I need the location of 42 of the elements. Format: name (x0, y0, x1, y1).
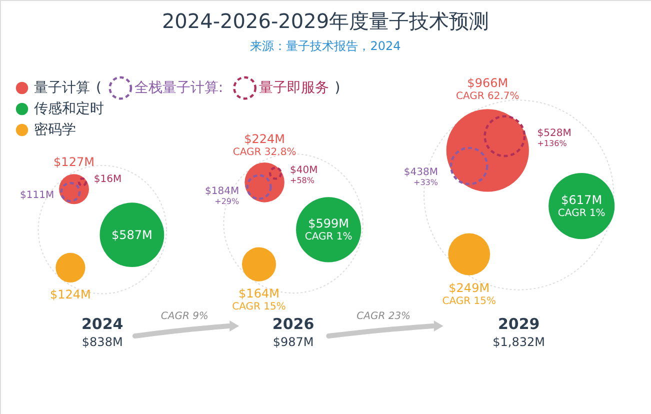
text: +33% (414, 178, 438, 188)
text: $987M (272, 335, 314, 349)
data-label: $249M (448, 280, 490, 295)
legend-label: 传感和定时 (34, 101, 104, 117)
text: 2024-2026-2029年度量子技术预测 (162, 9, 490, 33)
text: +58% (290, 176, 315, 186)
text: 来源：量子技术报告，2024 (250, 39, 401, 53)
text: +29% (214, 197, 240, 206)
text: $1,832M (492, 335, 545, 349)
text: $838M (82, 335, 123, 349)
data-label: $966M (467, 76, 508, 90)
legend-label: 全栈量子计算: (134, 80, 224, 96)
data-label: $16M (94, 174, 122, 186)
text: CAGR 15% (442, 296, 496, 307)
data-label: $124M (50, 287, 91, 302)
text: CAGR 9% (160, 311, 208, 322)
text: CAGR 15% (232, 302, 286, 313)
category-label: 2029 (498, 315, 540, 333)
data-label: $164M (238, 286, 280, 301)
text: ) (334, 80, 340, 96)
data-label: $224M (244, 132, 286, 146)
data-label: $587M (111, 228, 152, 242)
data-label: $40M (290, 165, 318, 176)
category-label: 2024 (81, 315, 124, 333)
text: CAGR 32.8% (232, 146, 296, 158)
data-label: $111M (20, 190, 54, 202)
category-label: 2026 (272, 315, 314, 333)
text: CAGR 1% (558, 208, 606, 220)
text: +136% (537, 139, 568, 148)
text: CAGR 62.7% (456, 90, 520, 102)
text: CAGR 1% (304, 232, 352, 243)
text: CAGR 23% (356, 311, 411, 322)
data-label: $599M (308, 216, 350, 231)
data-label: $127M (54, 155, 94, 170)
text: ( (96, 80, 102, 96)
data-label: $184M (205, 186, 240, 198)
data-label: $528M (537, 128, 572, 140)
data-label: $438M (404, 167, 438, 178)
legend-label: 密码学 (34, 122, 76, 138)
legend-label: 量子即服务 (258, 80, 329, 96)
data-label: $617M (561, 193, 602, 208)
legend-label: 量子计算 (34, 80, 90, 96)
